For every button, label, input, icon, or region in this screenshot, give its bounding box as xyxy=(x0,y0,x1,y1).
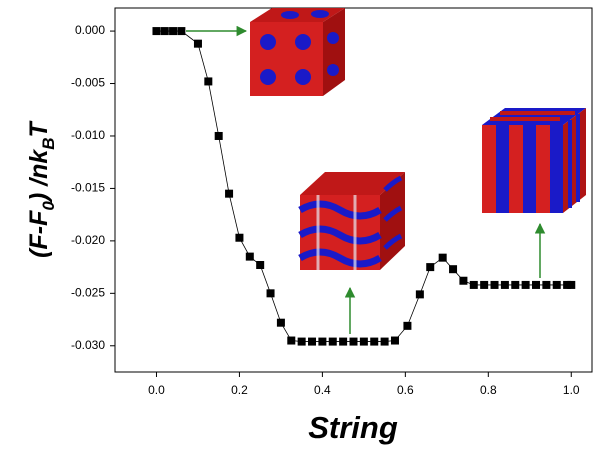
data-point xyxy=(500,280,509,289)
data-point xyxy=(235,233,244,242)
y-tick-label: -0.005 xyxy=(71,76,105,90)
data-point xyxy=(415,290,424,299)
data-point xyxy=(328,337,337,346)
data-point xyxy=(193,39,202,48)
data-point xyxy=(438,253,447,262)
data-point xyxy=(318,337,327,346)
data-point xyxy=(204,77,213,86)
data-point xyxy=(567,280,576,289)
data-point xyxy=(225,189,234,198)
x-tick-label: 0.6 xyxy=(397,383,414,397)
data-point xyxy=(276,318,285,327)
y-axis-label-part: T xyxy=(25,119,53,137)
data-point xyxy=(214,131,223,140)
data-point xyxy=(459,276,468,285)
data-point xyxy=(245,252,254,261)
data-point xyxy=(403,321,412,330)
data-point xyxy=(349,337,358,346)
x-tick-label: 0.0 xyxy=(148,383,165,397)
data-point xyxy=(552,280,561,289)
inset-cube-3 xyxy=(482,108,586,213)
y-axis-label-part: (F-F xyxy=(25,210,53,258)
data-point xyxy=(266,289,275,298)
y-axis-label-part: ) /nk xyxy=(25,149,53,204)
data-point xyxy=(160,27,169,36)
inset-cube-2 xyxy=(298,172,405,270)
y-tick-label: -0.010 xyxy=(71,128,105,142)
y-tick-label: -0.030 xyxy=(71,338,105,352)
data-point xyxy=(256,261,265,270)
y-tick-label: -0.015 xyxy=(71,181,105,195)
data-point xyxy=(390,336,399,345)
x-axis-label: String xyxy=(308,410,398,445)
data-point xyxy=(490,280,499,289)
x-tick-label: 1.0 xyxy=(563,383,580,397)
data-point xyxy=(370,337,379,346)
data-point xyxy=(521,280,530,289)
x-tick-label: 0.2 xyxy=(231,383,248,397)
data-point xyxy=(308,337,317,346)
inset-cube-1 xyxy=(250,8,345,96)
y-tick-label: 0.000 xyxy=(75,23,105,37)
y-tick-label: -0.020 xyxy=(71,233,105,247)
plot-frame xyxy=(114,7,593,373)
data-point xyxy=(511,280,520,289)
y-axis-label: (F-F0) /nkBT xyxy=(25,119,58,257)
x-tick-label: 0.8 xyxy=(480,383,497,397)
data-point xyxy=(380,337,389,346)
data-point xyxy=(449,265,458,274)
data-point xyxy=(563,280,572,289)
data-point xyxy=(152,27,161,36)
data-point xyxy=(177,27,186,36)
data-point xyxy=(169,27,178,36)
data-point xyxy=(339,337,348,346)
data-point xyxy=(542,280,551,289)
data-point xyxy=(532,280,541,289)
data-point xyxy=(480,280,489,289)
y-tick-label: -0.025 xyxy=(71,285,105,299)
data-point xyxy=(359,337,368,346)
data-point xyxy=(297,337,306,346)
data-point xyxy=(287,336,296,345)
x-tick-label: 0.4 xyxy=(314,383,331,397)
y-axis-label-part: 0 xyxy=(39,201,58,211)
data-point xyxy=(426,263,435,272)
data-point xyxy=(469,280,478,289)
y-axis-label-part: B xyxy=(39,137,58,149)
